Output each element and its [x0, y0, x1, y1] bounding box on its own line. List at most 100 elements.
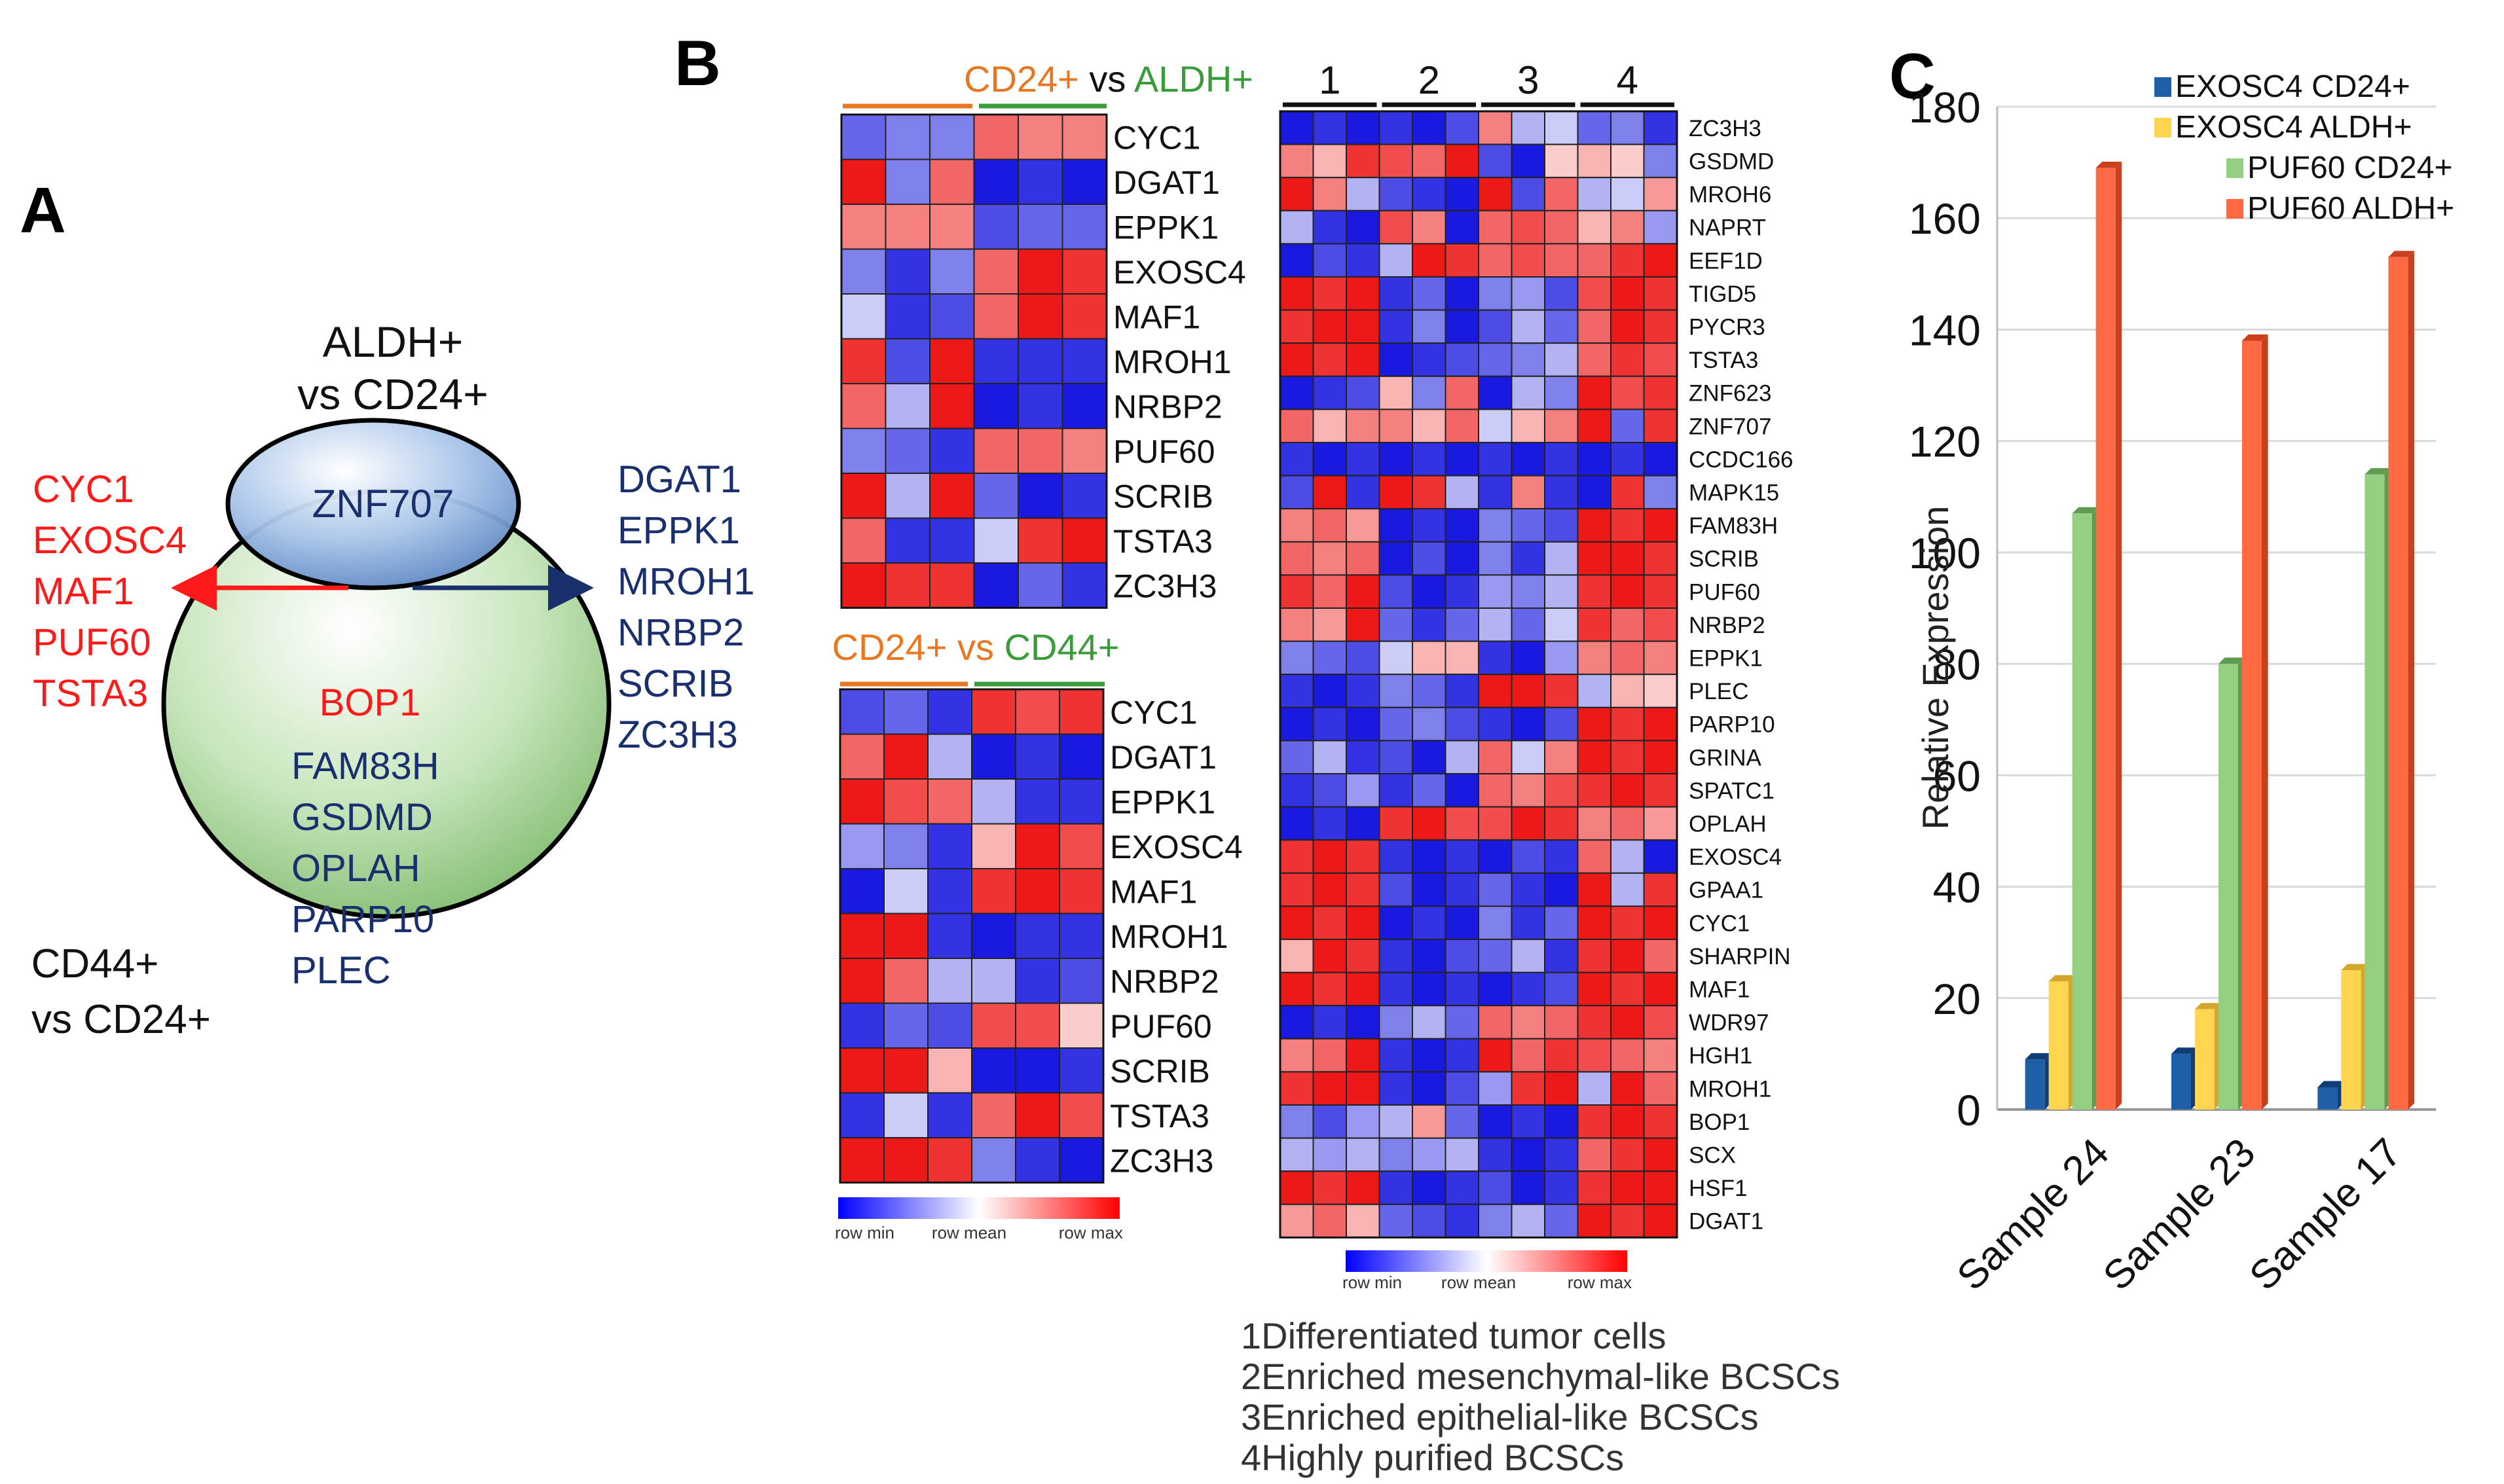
heatmap-cell — [1544, 971, 1579, 1007]
heatmap-cell — [1478, 143, 1513, 179]
heatmap-cell — [1643, 1137, 1678, 1172]
heatmap-cell — [971, 823, 1016, 869]
heatmap-cell — [1643, 939, 1678, 973]
heatmap-cell — [839, 1047, 885, 1094]
bar-front — [2219, 664, 2238, 1110]
heatmap-cell — [841, 517, 887, 564]
heatmap-gene-label: PUF60 — [1689, 579, 1760, 605]
heatmap-cell — [1412, 806, 1446, 841]
heatmap-cell — [1378, 508, 1413, 543]
heatmap-cell — [1643, 209, 1678, 245]
heatmap-cell — [1610, 442, 1645, 477]
heatmap-cell — [1445, 475, 1479, 510]
heatmap-cell — [1577, 1071, 1611, 1106]
heatmap-cell — [1643, 541, 1678, 576]
heatmap-cell — [1643, 475, 1678, 510]
heatmap-cell — [1018, 248, 1063, 295]
heatmap-cell — [1280, 574, 1314, 609]
heatmap-cell — [1544, 342, 1579, 377]
heatmap-cell — [1511, 1005, 1545, 1040]
down-gene: NRBP2 — [617, 611, 744, 654]
heatmap-cell — [1610, 806, 1645, 841]
heatmap-gene-label: MAF1 — [1113, 299, 1200, 335]
heatmap-cell — [883, 778, 929, 825]
aldh-set-ellipse — [225, 418, 521, 590]
heatmap-cell — [1478, 939, 1513, 973]
heatmap-cell — [1577, 276, 1611, 311]
legend-label: EXOSC4 CD24+ — [2175, 69, 2410, 104]
heatmap-cell — [1544, 1137, 1579, 1172]
heatmap-cell — [1544, 773, 1579, 808]
heatmap-cell — [1544, 143, 1579, 179]
cd44-gene: PARP10 — [291, 898, 434, 941]
heatmap-cell — [1511, 111, 1545, 145]
heatmap-cell — [839, 689, 885, 735]
heatmap-cell — [1412, 1104, 1446, 1139]
heatmap-cell — [1346, 607, 1380, 642]
bar-front — [2317, 1087, 2338, 1110]
scale-min-label: row min — [835, 1223, 894, 1242]
heatmap-cell — [1544, 574, 1579, 609]
heatmap-cell — [1544, 1203, 1579, 1239]
heatmap-cell — [1280, 276, 1314, 311]
heatmap-cell — [1346, 706, 1380, 742]
heatmap-gene-label: NRBP2 — [1110, 963, 1219, 1000]
heatmap-gene-label: DGAT1 — [1689, 1209, 1763, 1235]
heatmap-cell — [1577, 342, 1611, 377]
heatmap-cell — [1378, 143, 1413, 179]
heatmap-cell — [927, 1137, 972, 1184]
heatmap-cells — [839, 688, 1105, 1184]
heatmap-cell — [1610, 309, 1645, 344]
heatmap-cell — [1015, 958, 1060, 1004]
heatmap-gene-label: PUF60 — [1113, 433, 1215, 470]
heatmap-cell — [1445, 243, 1479, 278]
bar-top — [2072, 507, 2099, 514]
heatmap-cell — [1544, 740, 1579, 775]
heatmap-cell — [1059, 778, 1104, 825]
heatmap-frame — [1279, 110, 1678, 1239]
heatmap-cell — [1577, 209, 1611, 245]
heatmap-cell — [1445, 408, 1479, 444]
heatmap-cell — [929, 293, 975, 340]
heatmap-cell — [1577, 177, 1611, 211]
heatmap-cell — [1610, 839, 1645, 874]
heatmap-cell — [1577, 674, 1611, 708]
heatmap-gene-label: ZC3H3 — [1113, 568, 1217, 604]
heatmap-cell — [1018, 114, 1063, 160]
heatmap-cell — [1280, 706, 1314, 742]
heatmap-cell — [1412, 1170, 1446, 1205]
heatmap-cell — [1061, 158, 1107, 205]
bar-top — [2095, 162, 2122, 168]
heatmap-cell — [1346, 971, 1380, 1007]
heatmap-cell — [1346, 541, 1380, 576]
group-number: 1 — [1319, 58, 1340, 102]
heatmap-cd24-vs-aldh: CD24+ vs ALDH+ CYC1 DGAT1 EPPK1 EXOSC4 MAF1 M… — [840, 58, 1253, 609]
heatmap-cell — [1346, 442, 1380, 477]
bar-top — [2025, 1053, 2052, 1060]
heatmap-cell — [1445, 806, 1479, 841]
heatmap-cell — [929, 114, 975, 160]
heatmap-cell — [1312, 1203, 1347, 1239]
heatmap-cell — [1478, 375, 1513, 410]
heatmap-cell — [841, 248, 887, 295]
heatmap-cell — [1378, 1203, 1413, 1239]
group-key-text: Enriched mesenchymal-like BCSCs — [1261, 1356, 1840, 1397]
heatmap-cell — [1544, 442, 1579, 477]
heatmap-cell — [1015, 733, 1060, 780]
heatmap-cell — [1643, 971, 1678, 1007]
heatmap-gene-label: GSDMD — [1689, 149, 1774, 175]
heatmap-gene-label: PARP10 — [1689, 712, 1775, 738]
heatmap-cell — [1412, 111, 1446, 145]
heatmap-cell — [1312, 574, 1347, 609]
up-gene-list: CYC1 EXOSC4 MAF1 PUF60 TSTA3 — [33, 468, 187, 715]
heatmap-cell — [1280, 971, 1314, 1007]
heatmap-cell — [971, 1137, 1016, 1184]
heatmap-gene-label: ZC3H3 — [1110, 1142, 1213, 1179]
heatmap-cell — [1280, 607, 1314, 642]
heatmap-cell — [1378, 1005, 1413, 1040]
heatmap-cell — [1544, 309, 1579, 344]
cd44-gene: FAM83H — [291, 745, 439, 787]
heatmap-cell — [1378, 706, 1413, 742]
heatmap-cell — [1577, 508, 1611, 543]
